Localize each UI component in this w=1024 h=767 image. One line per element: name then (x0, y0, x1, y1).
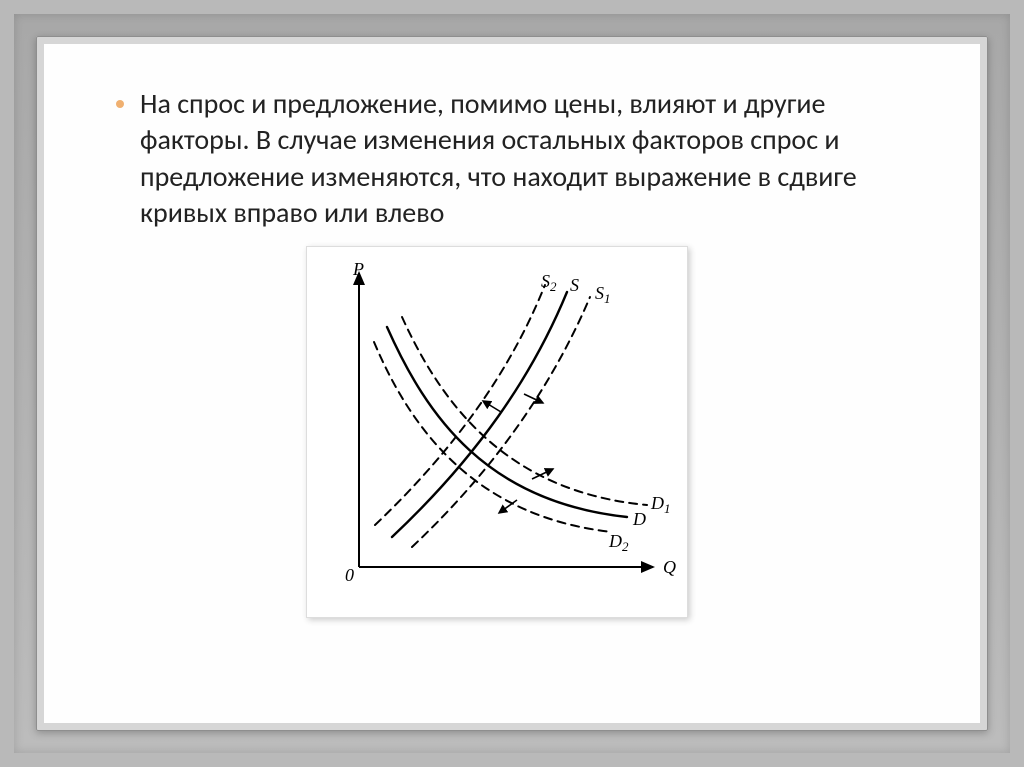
svg-text:D2: D2 (608, 531, 629, 554)
svg-text:S: S (570, 275, 579, 295)
svg-text:Q: Q (663, 557, 676, 577)
slide-card: На спрос и предложение, помимо цены, вли… (36, 36, 988, 731)
svg-text:0: 0 (345, 565, 354, 585)
bullet-row: На спрос и предложение, помимо цены, вли… (116, 86, 940, 232)
svg-text:D: D (632, 509, 646, 529)
svg-text:P: P (352, 259, 364, 279)
bullet-icon (116, 100, 124, 108)
body-text: На спрос и предложение, помимо цены, вли… (140, 86, 940, 232)
chart-svg: P Q 0 DD1 D2 S S1 S2 (307, 247, 687, 617)
svg-text:D1: D1 (650, 493, 671, 516)
svg-text:S2: S2 (541, 271, 557, 294)
outer-frame: На спрос и предложение, помимо цены, вли… (14, 14, 1010, 753)
svg-text:S1: S1 (595, 283, 611, 306)
supply-demand-chart: P Q 0 DD1 D2 S S1 S2 (306, 246, 688, 618)
